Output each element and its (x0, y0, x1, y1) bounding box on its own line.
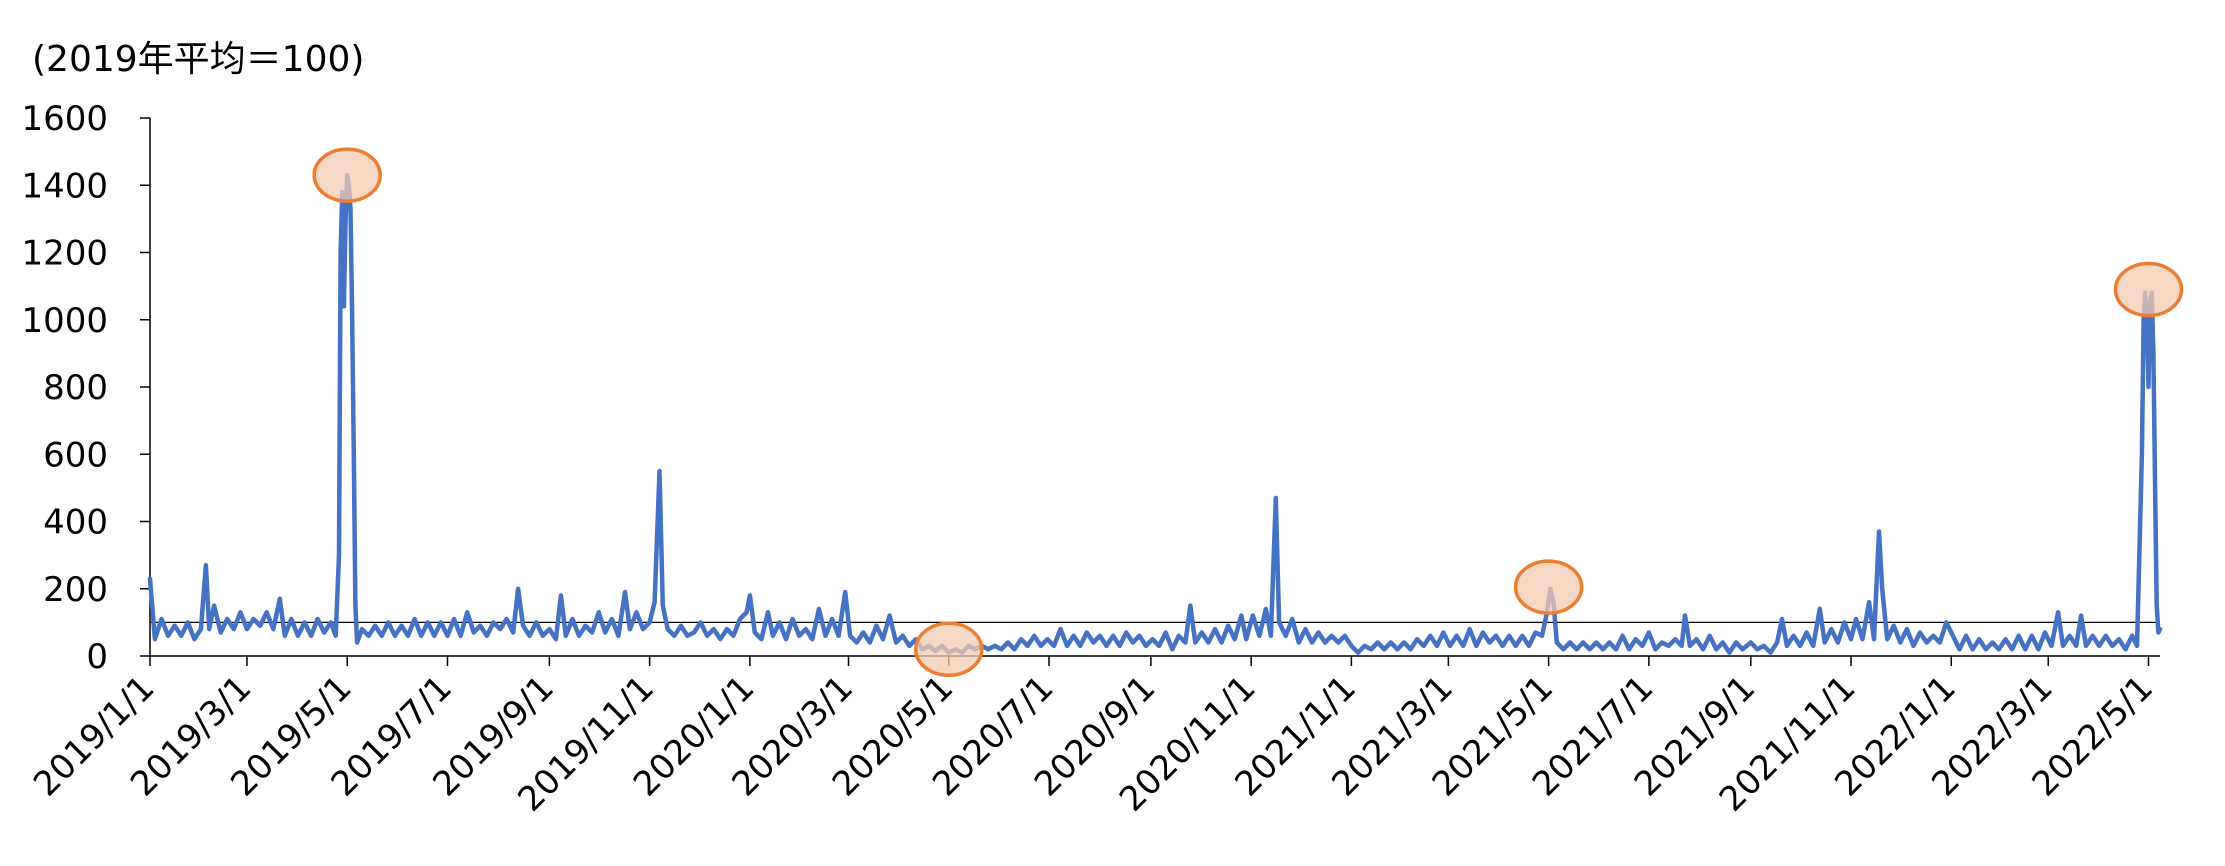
series-group (147, 172, 2163, 655)
y-tick-label: 600 (43, 435, 108, 475)
unit-label: (2019年平均＝100) (32, 39, 365, 80)
y-tick-label: 0 (86, 637, 108, 677)
y-tick-label: 1000 (21, 301, 108, 341)
x-axis: 2019/1/12019/3/12019/5/12019/7/12019/9/1… (26, 655, 2161, 820)
highlight-marker (312, 147, 382, 203)
y-tick-label: 1400 (21, 166, 108, 206)
y-tick-label: 1600 (21, 99, 108, 139)
highlight-group (312, 147, 2184, 678)
y-tick-label: 800 (43, 368, 108, 408)
y-tick-label: 200 (43, 570, 108, 610)
highlight-marker (913, 621, 984, 678)
y-tick-label: 400 (43, 503, 108, 543)
highlight-marker (2113, 261, 2184, 318)
y-tick-label: 1200 (21, 234, 108, 274)
series-line (147, 172, 2163, 655)
y-axis: 0 200 400 600 800 1000 1200 1400 1600 (21, 99, 151, 677)
highlight-marker (1513, 559, 1584, 615)
